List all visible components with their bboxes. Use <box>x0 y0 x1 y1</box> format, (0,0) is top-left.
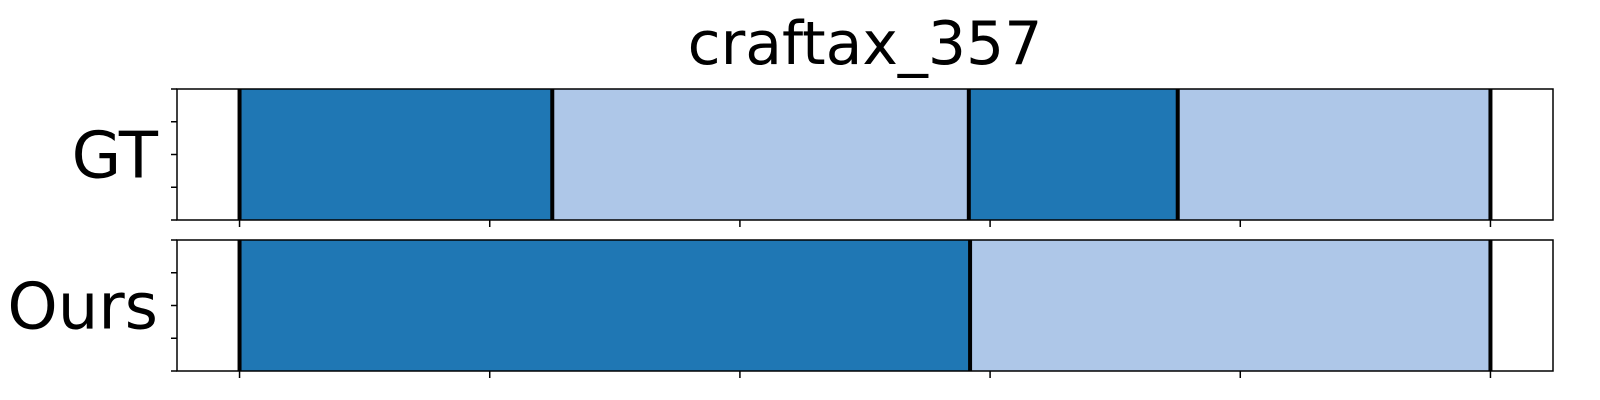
chart-title: craftax_357 <box>688 9 1043 79</box>
row-label-ours: Ours <box>7 271 158 345</box>
segment-ours-1 <box>970 240 1491 371</box>
segment-gt-2 <box>968 89 1178 220</box>
row-label-gt: GT <box>72 120 159 194</box>
segment-ours-0 <box>239 240 971 371</box>
segment-gt-0 <box>239 89 553 220</box>
segment-gt-1 <box>552 89 969 220</box>
segment-gt-3 <box>1177 89 1491 220</box>
panels: GT Ours <box>7 88 1554 378</box>
